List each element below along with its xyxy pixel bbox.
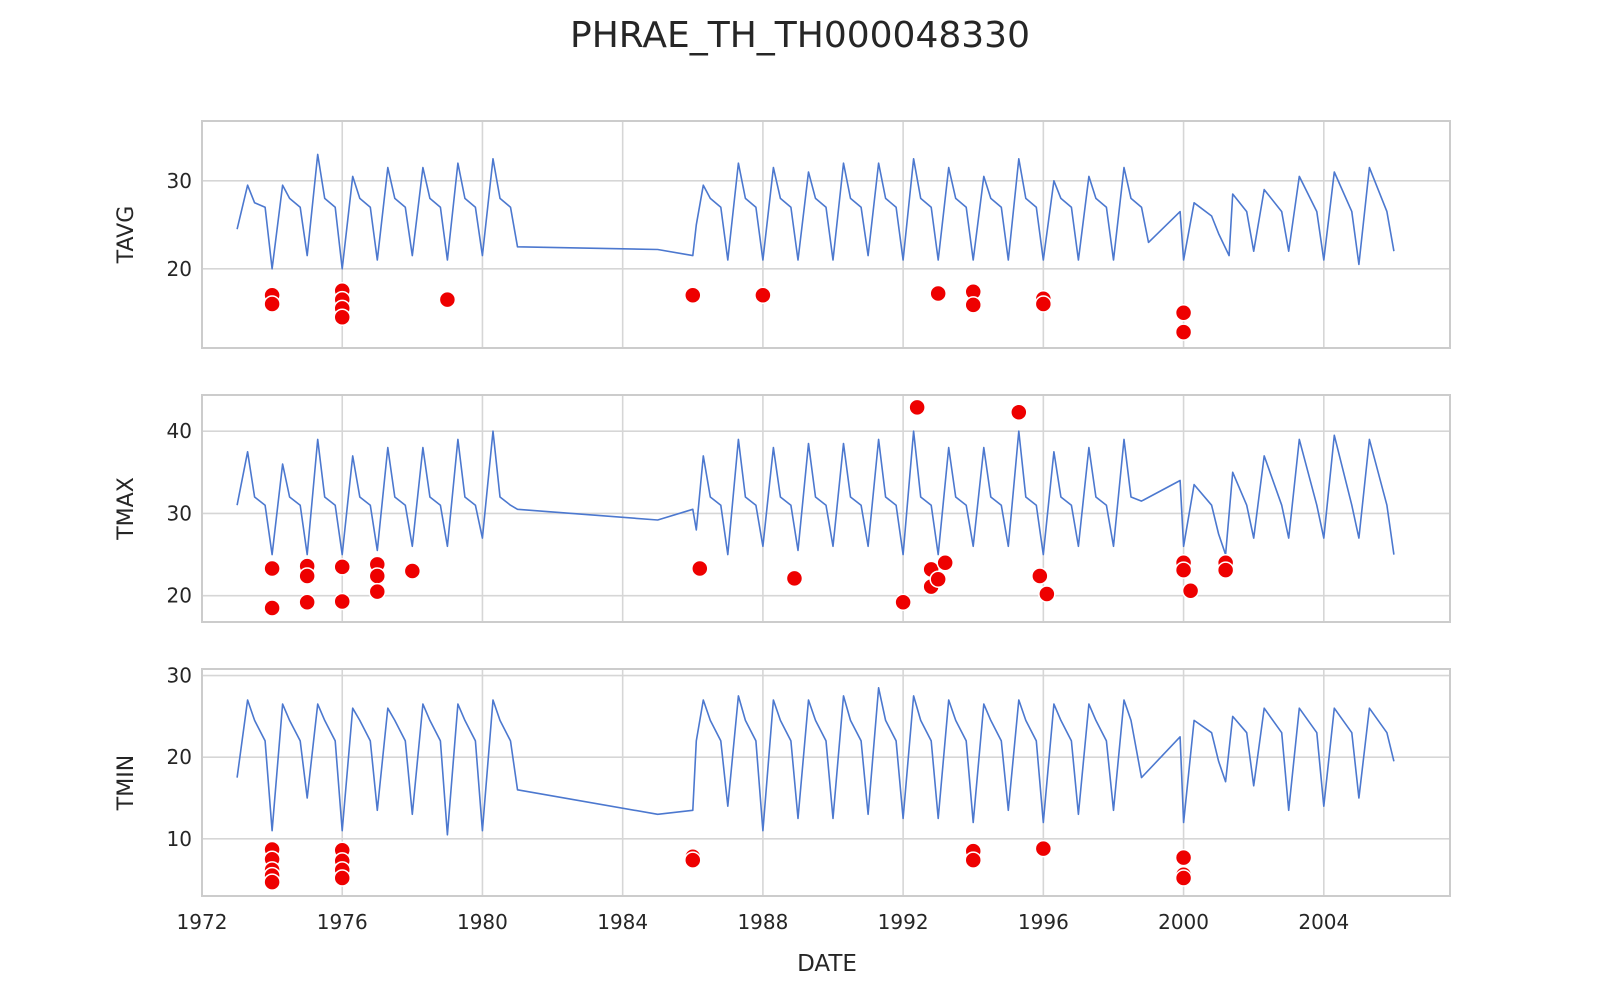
- panel-tmax: 20 30 40 TMAX: [114, 394, 1451, 623]
- series-line-tmin: [236, 686, 1395, 836]
- y-tick-label: 30: [167, 169, 192, 193]
- axes-frame: [201, 668, 1451, 897]
- y-tick-label: 20: [167, 257, 192, 281]
- outlier-point: [333, 308, 351, 326]
- outlier-point: [964, 851, 982, 869]
- outlier-point: [754, 286, 772, 304]
- outlier-point: [1010, 403, 1028, 422]
- y-axis-label-tavg: TAVG: [114, 206, 139, 264]
- outlier-point: [263, 599, 281, 617]
- x-axis-label: DATE: [797, 951, 857, 977]
- y-axis-label-tmax: TMAX: [114, 477, 139, 541]
- outlier-point: [964, 296, 982, 314]
- outlier-point: [333, 592, 351, 611]
- outlier-point: [333, 558, 351, 576]
- outlier-point: [1031, 567, 1049, 585]
- x-tick-label: 1972: [177, 910, 228, 934]
- outlier-point: [298, 593, 316, 612]
- x-tick-label: 1992: [878, 910, 929, 934]
- y-axis-label-tmin: TMIN: [114, 755, 139, 811]
- outlier-point: [1038, 585, 1056, 603]
- outlier-point: [691, 559, 709, 578]
- outlier-point: [403, 562, 422, 580]
- chart-title: PHRAE_TH_TH000048330: [570, 15, 1030, 56]
- x-tick-label: 1988: [737, 910, 788, 934]
- x-tick-label: 2000: [1158, 910, 1209, 934]
- outlier-point: [1034, 295, 1053, 313]
- subplot-stack: 20 30 TAVG 20 30 40 TMAX 10 20 30 TMIN 1972 1976 1980…: [114, 120, 1451, 934]
- x-tick-label: 1996: [1018, 910, 1069, 934]
- x-tick-label: 1984: [597, 910, 648, 934]
- x-tick-label: 2004: [1298, 910, 1349, 934]
- outlier-point: [684, 851, 702, 869]
- outlier-point: [263, 295, 281, 313]
- outlier-point: [1174, 869, 1193, 887]
- y-tick-label: 20: [167, 745, 192, 769]
- outlier-point: [908, 398, 926, 417]
- outlier-point: [936, 554, 954, 572]
- x-tick-label: 1976: [317, 910, 368, 934]
- y-tick-label: 10: [167, 827, 192, 851]
- outlier-point: [1174, 561, 1193, 579]
- outlier-point: [263, 873, 281, 891]
- outlier-point: [263, 559, 281, 578]
- outlier-point: [333, 869, 351, 887]
- outlier-point: [894, 593, 912, 612]
- outlier-point: [929, 570, 947, 588]
- outlier-point: [368, 582, 387, 601]
- outlier-point: [368, 567, 387, 585]
- outlier-point: [298, 567, 316, 585]
- panel-tavg: 20 30 TAVG: [114, 120, 1451, 349]
- outlier-point: [684, 286, 702, 304]
- outlier-point: [1174, 304, 1193, 322]
- y-tick-label: 20: [167, 584, 192, 608]
- axes-frame: [201, 120, 1451, 349]
- x-tick-label: 1980: [457, 910, 508, 934]
- y-tick-label: 30: [167, 664, 192, 688]
- panel-tmin: 10 20 30 TMIN: [114, 664, 1451, 897]
- outlier-point: [1174, 848, 1193, 867]
- outlier-point: [929, 284, 947, 303]
- outlier-point: [1034, 839, 1053, 858]
- outlier-point: [1174, 323, 1193, 341]
- outlier-point: [438, 290, 457, 309]
- axes-frame: [201, 394, 1451, 623]
- series-line-tmax: [236, 430, 1395, 556]
- y-tick-label: 30: [167, 501, 192, 525]
- y-tick-label: 40: [167, 419, 192, 443]
- series-line-tavg: [236, 153, 1395, 270]
- outlier-point: [1181, 581, 1200, 600]
- outlier-point: [1216, 561, 1235, 579]
- outlier-point: [785, 569, 804, 588]
